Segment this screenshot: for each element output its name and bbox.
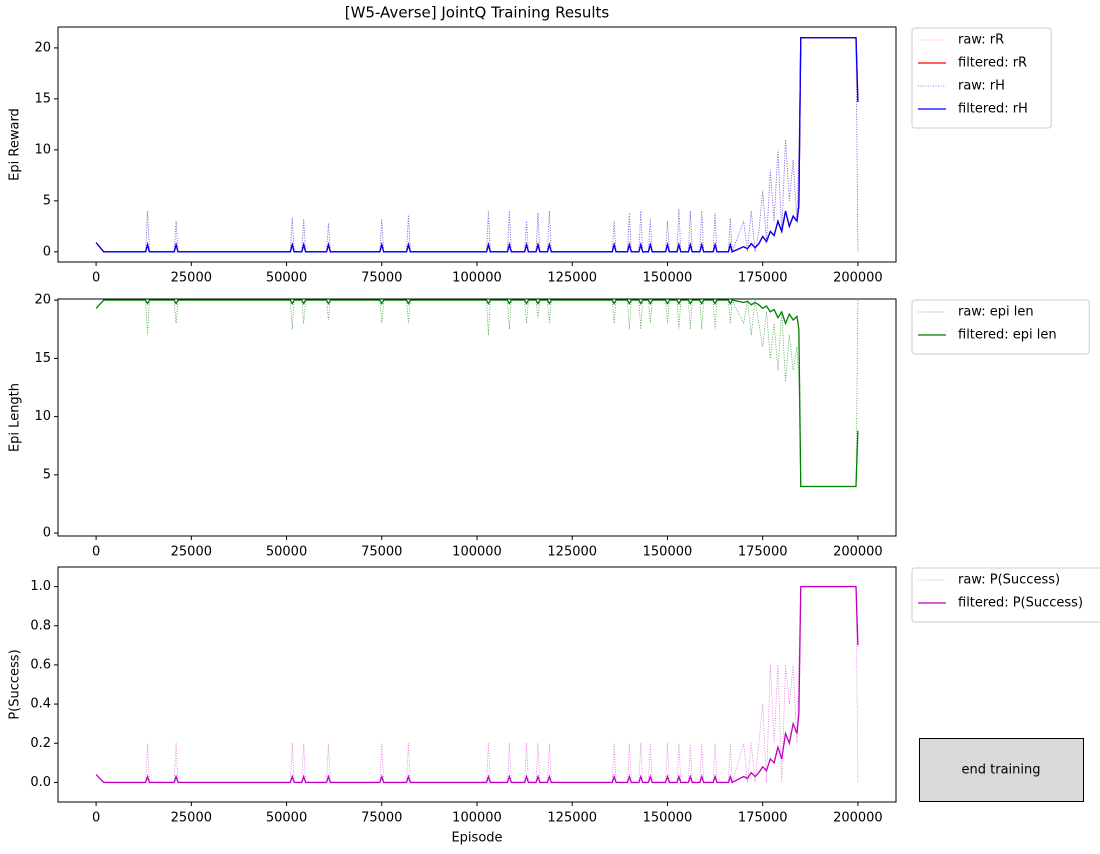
x-tick-label: 50000 (266, 545, 307, 560)
x-tick-label: 25000 (171, 271, 212, 286)
button-box[interactable] (919, 738, 1084, 802)
y-tick-label: 10 (34, 142, 51, 157)
y-tick-label: 0.6 (30, 657, 51, 672)
y-tick-label: 0.2 (30, 736, 51, 751)
series-line (95, 585, 859, 784)
y-tick-label: 0.0 (30, 775, 51, 790)
y-tick-label: 10 (34, 409, 51, 424)
y-axis-label: P(Success) (8, 649, 23, 719)
legend-label: filtered: epi len (958, 328, 1057, 343)
axes-frame (57, 298, 897, 537)
x-tick-label: 200000 (833, 545, 883, 560)
y-tick-label: 0.8 (30, 618, 51, 633)
x-tick-label: 125000 (547, 271, 597, 286)
x-tick-label: 0 (92, 545, 100, 560)
x-tick-label: 0 (92, 271, 100, 286)
y-tick-label: 0 (43, 244, 51, 259)
y-tick-label: 5 (43, 193, 51, 208)
button-label[interactable]: end training (962, 763, 1041, 778)
x-tick-label: 175000 (738, 545, 788, 560)
x-tick-label: 100000 (452, 811, 502, 826)
legend-label: filtered: P(Success) (958, 596, 1083, 611)
legend-label: filtered: rR (958, 56, 1027, 71)
end-training-button[interactable]: end training (919, 738, 1084, 802)
x-tick-label: 25000 (171, 545, 212, 560)
x-tick-label: 75000 (361, 545, 402, 560)
y-tick-label: 0 (43, 526, 51, 541)
series-line (95, 37, 859, 253)
y-tick-label: 5 (43, 467, 51, 482)
y-tick-label: 20 (34, 293, 51, 308)
x-tick-label: 100000 (452, 271, 502, 286)
y-axis-label: Epi Reward (8, 108, 23, 181)
x-tick-label: 75000 (361, 811, 402, 826)
x-tick-label: 175000 (738, 271, 788, 286)
x-axis-label: Episode (451, 831, 502, 846)
y-tick-label: 1.0 (30, 579, 51, 594)
x-tick-label: 125000 (547, 811, 597, 826)
legend-box (911, 27, 1052, 129)
x-tick-label: 150000 (643, 271, 693, 286)
x-tick-label: 25000 (171, 811, 212, 826)
x-tick-label: 200000 (833, 811, 883, 826)
y-tick-label: 15 (34, 351, 51, 366)
y-tick-label: 15 (34, 91, 51, 106)
legend-label: raw: epi len (958, 305, 1034, 320)
x-tick-label: 150000 (643, 811, 693, 826)
series-line (95, 299, 859, 488)
x-tick-label: 100000 (452, 545, 502, 560)
legend-label: filtered: rH (958, 102, 1028, 117)
x-tick-label: 0 (92, 811, 100, 826)
axes-frame (57, 26, 897, 263)
x-tick-label: 50000 (266, 811, 307, 826)
legend-label: raw: P(Success) (958, 573, 1060, 588)
x-tick-label: 50000 (266, 271, 307, 286)
axes-frame (57, 566, 897, 803)
x-tick-label: 175000 (738, 811, 788, 826)
legend-box (911, 299, 1090, 355)
y-tick-label: 20 (34, 40, 51, 55)
x-tick-label: 75000 (361, 271, 402, 286)
x-tick-label: 125000 (547, 545, 597, 560)
legend-label: raw: rR (958, 33, 1004, 48)
x-tick-label: 150000 (643, 545, 693, 560)
legend-box (911, 567, 1100, 623)
x-tick-label: 200000 (833, 271, 883, 286)
chart-title: [W5-Averse] JointQ Training Results (345, 4, 610, 22)
y-tick-label: 0.4 (30, 697, 51, 712)
legend-label: raw: rH (958, 79, 1005, 94)
y-axis-label: Epi Length (8, 383, 23, 452)
